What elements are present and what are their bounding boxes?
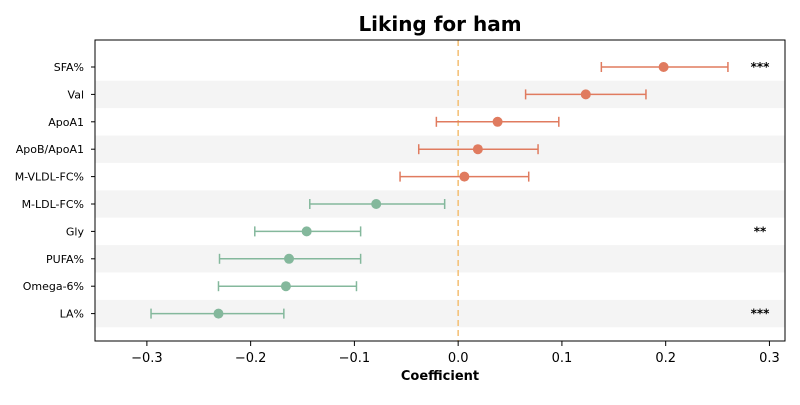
- y-tick-label: Omega-6%: [23, 280, 84, 293]
- estimate-point: [459, 171, 470, 182]
- chart-title: Liking for ham: [358, 12, 521, 36]
- estimate-point: [284, 253, 295, 264]
- significance-label: ***: [751, 60, 771, 74]
- estimate-point: [371, 199, 382, 209]
- estimate-point: [492, 116, 503, 127]
- x-tick-label: −0.3: [131, 351, 163, 366]
- x-axis-label: Coefficient: [401, 369, 479, 384]
- x-tick-label: 0.0: [448, 351, 469, 366]
- significance-label: ***: [751, 307, 771, 321]
- y-tick-labels: SFA% Val ApoA1 ApoB/ApoA1 M-VLDL-FC% M-LDL-FC…: [15, 61, 95, 321]
- estimate-point: [280, 281, 291, 292]
- row-band: [95, 80, 785, 109]
- x-tick-label: 0.1: [552, 351, 573, 366]
- estimate-point: [213, 308, 224, 319]
- significance-label: **: [754, 224, 767, 238]
- x-tick-label: 0.2: [655, 351, 676, 366]
- y-tick-label: ApoB/ApoA1: [16, 143, 84, 156]
- y-tick-label: Val: [68, 88, 84, 101]
- estimate-point: [472, 144, 483, 155]
- estimate-points: [213, 62, 669, 319]
- x-axis: −0.3 −0.2 −0.1 0.0 0.1 0.2 0.3: [131, 341, 780, 366]
- y-tick-label: PUFA%: [46, 253, 84, 266]
- y-tick-label: ApoA1: [48, 116, 84, 129]
- x-tick-label: −0.2: [235, 351, 267, 366]
- y-tick-label: M-VLDL-FC%: [15, 171, 84, 184]
- y-tick-label: SFA%: [54, 61, 84, 74]
- y-tick-label: M-LDL-FC%: [22, 198, 84, 211]
- y-tick-label: LA%: [60, 308, 84, 321]
- x-tick-label: 0.3: [759, 351, 780, 366]
- significance-marks: ********: [751, 60, 771, 321]
- x-tick-label: −0.1: [339, 351, 371, 366]
- estimate-point: [301, 226, 312, 237]
- row-band: [95, 245, 785, 273]
- estimate-point: [658, 62, 669, 72]
- y-tick-label: Gly: [66, 225, 85, 238]
- plot-frame: [94, 39, 786, 342]
- estimate-point: [580, 89, 591, 100]
